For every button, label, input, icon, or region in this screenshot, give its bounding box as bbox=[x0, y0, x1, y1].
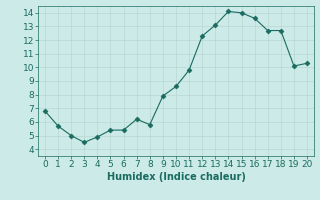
X-axis label: Humidex (Indice chaleur): Humidex (Indice chaleur) bbox=[107, 172, 245, 182]
